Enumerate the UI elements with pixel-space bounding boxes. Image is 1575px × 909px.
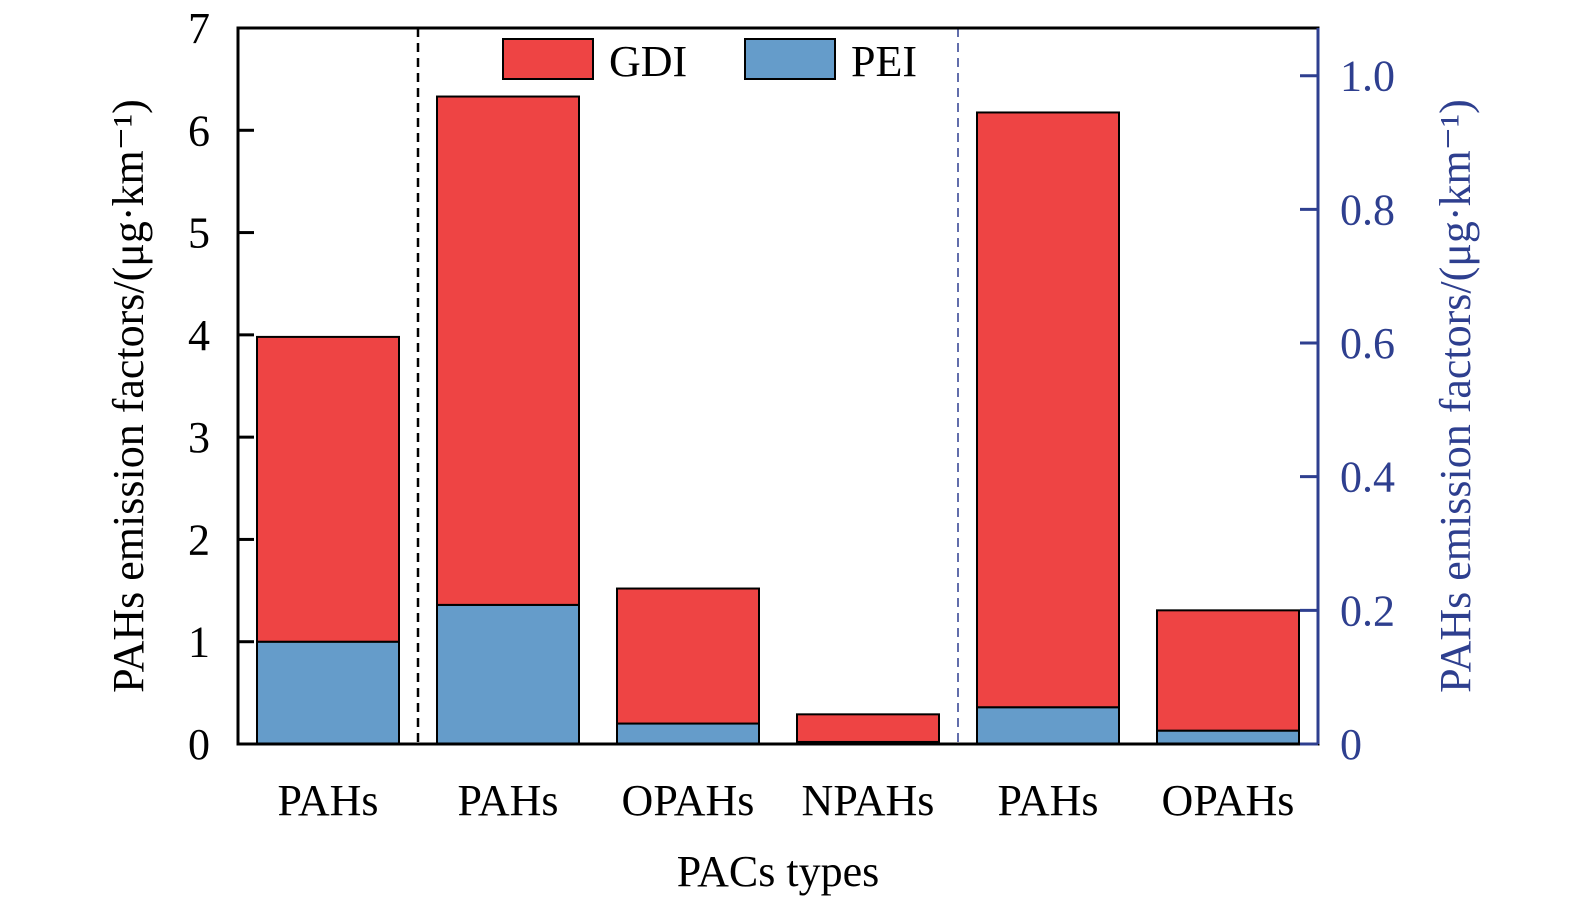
left-tick-label: 4 <box>188 311 210 360</box>
bar-gdi-4 <box>976 111 1120 709</box>
x-category-label: NPAHs <box>802 776 935 825</box>
left-tick-label: 6 <box>188 106 210 155</box>
bar-pei-4 <box>976 706 1120 745</box>
left-tick-label: 2 <box>188 515 210 564</box>
legend-label-pei: PEI <box>851 37 917 86</box>
bar-pei-2 <box>616 722 760 745</box>
bar-pei-0 <box>256 640 400 746</box>
x-category-label: PAHs <box>457 776 558 825</box>
x-category-label: OPAHs <box>622 776 755 825</box>
bar-gdi-5 <box>1156 609 1300 732</box>
x-category-label: PAHs <box>277 776 378 825</box>
bar-pei-5 <box>1156 729 1300 746</box>
legend-swatch-gdi <box>502 38 594 80</box>
bar-gdi-2 <box>616 587 760 725</box>
right-y-axis-title: PAHs emission factors/(μg·km⁻¹) <box>1431 99 1480 693</box>
bar-gdi-0 <box>256 335 400 643</box>
legend-label-gdi: GDI <box>609 37 687 86</box>
left-tick-label: 3 <box>188 413 210 462</box>
left-tick-label: 5 <box>188 209 210 258</box>
x-category-label: OPAHs <box>1162 776 1295 825</box>
left-tick-label: 0 <box>188 720 210 769</box>
left-y-axis-title: PAHs emission factors/(μg·km⁻¹) <box>104 99 153 693</box>
bar-gdi-1 <box>436 95 580 606</box>
right-tick-label: 0.2 <box>1340 586 1395 635</box>
x-category-label: PAHs <box>997 776 1098 825</box>
bar-pei-1 <box>436 603 580 745</box>
right-tick-label: 1.0 <box>1340 52 1395 101</box>
left-tick-label: 7 <box>188 4 210 53</box>
legend-swatch-pei <box>744 38 836 80</box>
right-tick-label: 0 <box>1340 720 1362 769</box>
legend: GDI PEI <box>502 37 917 86</box>
left-tick-label: 1 <box>188 618 210 667</box>
x-axis-title: PACs types <box>677 847 880 896</box>
right-tick-label: 0.4 <box>1340 453 1395 502</box>
bar-gdi-3 <box>796 713 940 743</box>
right-y-axis: 0 0.2 0.4 0.6 0.8 1.0 <box>1300 28 1395 769</box>
right-tick-label: 0.6 <box>1340 319 1395 368</box>
x-category-labels: PAHs PAHs OPAHs NPAHs PAHs OPAHs <box>277 776 1294 825</box>
left-y-axis: 0 1 2 3 4 5 6 7 <box>188 4 254 769</box>
right-tick-label: 0.8 <box>1340 185 1395 234</box>
bars-layer <box>256 95 1300 746</box>
